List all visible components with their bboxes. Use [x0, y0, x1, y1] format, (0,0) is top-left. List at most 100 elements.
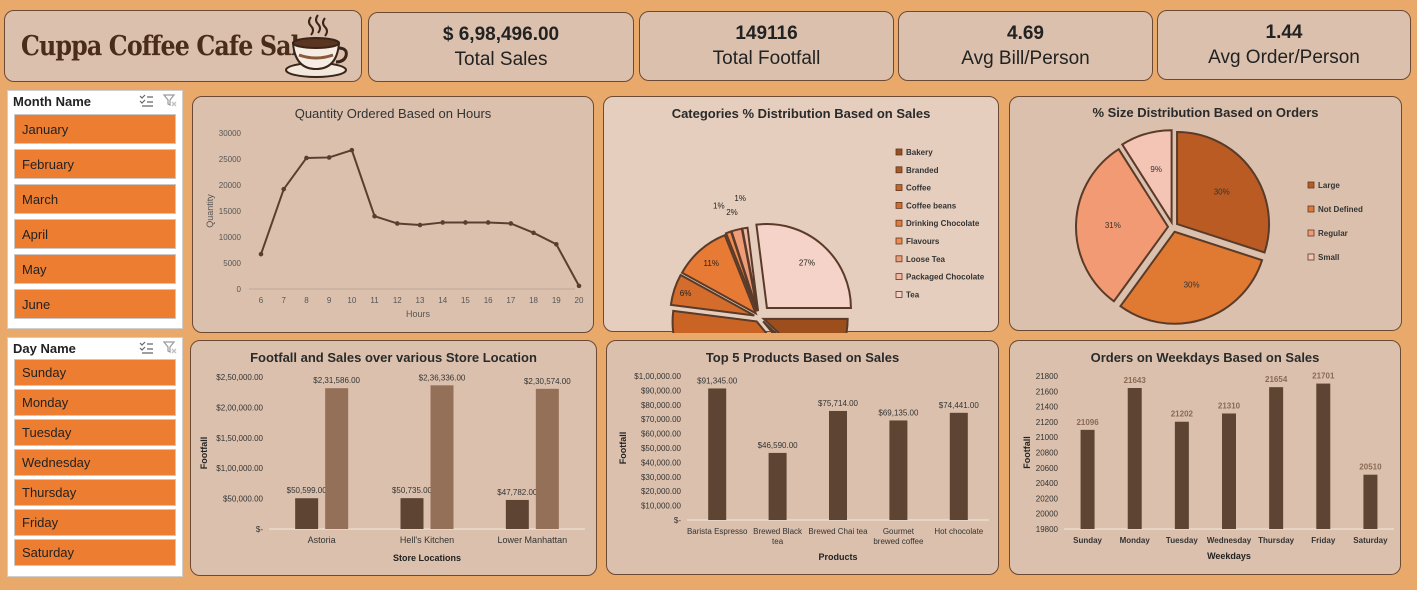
slicer-item-april[interactable]: April — [14, 219, 176, 249]
x-tick-label: 16 — [484, 296, 493, 305]
y-tick-label: $1,00,000.00 — [634, 372, 681, 381]
top-products-bar-chart: $- $10,000.00 $20,000.00 $30,000.00 $40,000.… — [618, 372, 989, 562]
slicer-item-may[interactable]: May — [14, 254, 176, 284]
x-tick-label: Wednesday — [1207, 536, 1252, 545]
slicer-item-sunday[interactable]: Sunday — [14, 359, 176, 386]
legend-label: Tea — [906, 290, 920, 299]
size-pie-chart: 30% 30% 31% 9% Large Not Defined Regular Small — [1075, 129, 1363, 325]
x-tick-label: 12 — [393, 296, 402, 305]
y-tick-label: $2,50,000.00 — [216, 373, 263, 382]
data-point — [485, 220, 491, 225]
y-tick-label: 21000 — [1036, 433, 1059, 442]
y-axis-title: Footfall — [199, 437, 209, 470]
y-tick-label: 5000 — [223, 259, 241, 268]
y-tick-label: $60,000.00 — [641, 430, 682, 439]
kpi-value: $ 6,98,496.00 — [442, 23, 560, 45]
data-label: 21701 — [1312, 372, 1335, 381]
slicer-item-june[interactable]: June — [14, 289, 176, 319]
y-tick-label: 20000 — [219, 181, 242, 190]
multi-select-icon[interactable] — [139, 94, 153, 107]
bar — [295, 498, 319, 529]
x-tick-label: 10 — [347, 296, 356, 305]
kpi-value: 4.69 — [1007, 22, 1044, 44]
month-slicer[interactable]: Month Name January February March April … — [7, 90, 183, 329]
y-tick-label: $2,00,000.00 — [216, 403, 263, 412]
bar — [1174, 421, 1189, 529]
slicer-item-friday[interactable]: Friday — [14, 509, 176, 536]
bar — [768, 452, 787, 520]
slicer-item-tuesday[interactable]: Tuesday — [14, 419, 176, 446]
data-label: $2,30,574.00 — [524, 377, 571, 386]
y-tick-label: $1,50,000.00 — [216, 434, 263, 443]
legend-label: Large — [1318, 181, 1340, 190]
data-point — [463, 220, 468, 225]
pie-slice — [741, 226, 760, 312]
x-tick-label: 17 — [506, 296, 515, 305]
data-label: $75,714.00 — [818, 399, 859, 408]
category-pie-chart: 12%2%38%6%11%1%2%1%27%BakeryBrandedCoffe… — [669, 148, 985, 333]
legend-swatch — [1307, 205, 1315, 213]
data-point — [326, 155, 332, 160]
chart-title: Categories % Distribution Based on Sales — [671, 106, 931, 121]
slice-label: 6% — [680, 289, 692, 298]
chart-title: % Size Distribution Based on Orders — [1092, 105, 1319, 120]
slicer-item-march[interactable]: March — [14, 184, 176, 214]
data-label: 21202 — [1171, 410, 1194, 419]
x-tick-label: Brewed Chai tea — [808, 527, 868, 536]
kpi-label: Avg Bill/Person — [961, 47, 1090, 69]
slicer-item-wednesday[interactable]: Wednesday — [14, 449, 176, 476]
bar — [1127, 388, 1142, 529]
data-label: $46,590.00 — [758, 441, 799, 450]
x-tick-label: 8 — [304, 296, 309, 305]
day-slicer[interactable]: Day Name Sunday Monday Tuesday Wednesday… — [7, 337, 183, 577]
store-location-bar-chart: $- $50,000.00 $1,00,000.00 $1,50,000.00 $2,0… — [199, 373, 585, 563]
weekday-bar-chart: 19800 20000 20200 20400 20600 20800 21000 21200… — [1022, 372, 1394, 561]
slicer-item-thursday[interactable]: Thursday — [14, 479, 176, 506]
bar — [889, 420, 908, 520]
data-point — [576, 283, 582, 289]
x-axis-title: Store Locations — [393, 553, 461, 563]
y-tick-label: $70,000.00 — [641, 415, 682, 424]
bar — [949, 412, 968, 520]
legend-label: Small — [1318, 253, 1339, 262]
chart-title: Orders on Weekdays Based on Sales — [1090, 350, 1320, 365]
bar — [535, 388, 559, 529]
kpi-total-sales: $ 6,98,496.00 Total Sales — [368, 12, 634, 82]
data-label: $2,31,586.00 — [313, 376, 360, 385]
clear-filter-icon[interactable] — [163, 94, 177, 107]
pie-slice — [755, 223, 852, 309]
y-tick-label: $- — [674, 516, 681, 525]
legend-label: Coffee — [906, 184, 931, 193]
data-point — [440, 220, 446, 225]
x-tick-label: Barista Espresso — [687, 527, 748, 536]
x-tick-label: 14 — [438, 296, 447, 305]
bar — [1222, 413, 1236, 529]
title-card: Cuppa Coffee Cafe Sales — [4, 10, 362, 82]
y-tick-label: 21400 — [1036, 403, 1059, 412]
slice-label: 2% — [726, 208, 738, 217]
slicer-item-monday[interactable]: Monday — [14, 389, 176, 416]
legend-swatch — [1307, 181, 1315, 189]
clear-filter-icon[interactable] — [163, 341, 177, 354]
y-tick-label: 20400 — [1036, 479, 1059, 488]
slicer-item-february[interactable]: February — [14, 149, 176, 179]
legend-swatch — [1307, 229, 1315, 237]
legend-swatch — [895, 166, 903, 174]
data-label: $91,345.00 — [697, 376, 738, 385]
bar — [1269, 387, 1284, 529]
pie-slice — [671, 309, 768, 333]
bar — [1363, 474, 1378, 529]
y-tick-label: $80,000.00 — [641, 401, 682, 410]
x-tick-label: Gourmet — [883, 527, 915, 536]
x-axis-title: Hours — [406, 309, 431, 319]
slicer-item-saturday[interactable]: Saturday — [14, 539, 176, 566]
legend-swatch — [895, 219, 903, 227]
x-tick-label: Hot chocolate — [934, 527, 983, 536]
slicer-item-january[interactable]: January — [14, 114, 176, 144]
y-tick-label: 15000 — [219, 207, 242, 216]
data-point — [508, 221, 514, 226]
x-tick-label: Sunday — [1073, 536, 1102, 545]
kpi-label: Total Footfall — [712, 47, 821, 69]
chart-title: Quantity Ordered Based on Hours — [294, 106, 492, 121]
multi-select-icon[interactable] — [139, 341, 153, 354]
